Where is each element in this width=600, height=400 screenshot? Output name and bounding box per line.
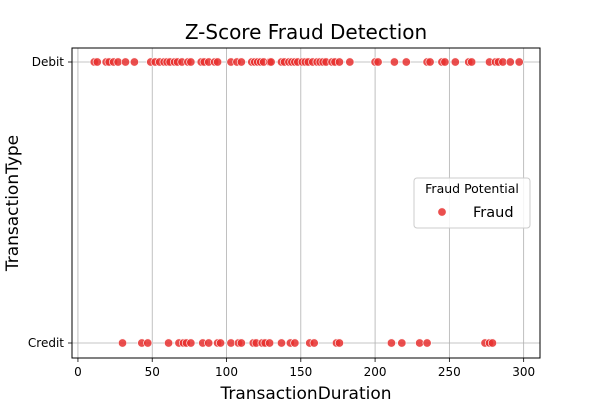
data-point: [440, 57, 450, 67]
data-point: [514, 57, 524, 67]
x-axis-title: TransactionDuration: [219, 384, 391, 400]
x-axis-ticks: 0 50 100 150 200 250 300: [74, 358, 535, 379]
x-tick-label: 0: [74, 365, 82, 379]
legend: Fraud Potential Fraud: [413, 177, 531, 229]
data-point: [467, 57, 477, 67]
data-point: [487, 338, 497, 348]
data-point: [186, 57, 196, 67]
data-point: [290, 338, 300, 348]
y-tick-label-debit: Debit: [32, 55, 65, 69]
data-point: [265, 338, 275, 348]
x-tick-label: 50: [145, 365, 160, 379]
data-point: [309, 338, 319, 348]
data-point: [276, 338, 286, 348]
x-tick-label: 150: [289, 365, 312, 379]
data-point: [236, 57, 246, 67]
data-point: [386, 338, 396, 348]
data-point: [345, 57, 355, 67]
data-point: [450, 57, 460, 67]
data-point: [401, 57, 411, 67]
data-point: [204, 338, 214, 348]
data-point: [389, 57, 399, 67]
y-axis-title: TransactionType: [3, 135, 23, 272]
legend-title: Fraud Potential: [425, 181, 519, 196]
data-point: [143, 338, 153, 348]
x-tick-label: 300: [512, 365, 535, 379]
data-point: [334, 338, 344, 348]
data-point: [266, 57, 276, 67]
chart-title: Z-Score Fraud Detection: [185, 20, 427, 44]
y-axis-ticks: Credit Debit: [28, 55, 72, 350]
data-point: [236, 338, 246, 348]
data-point: [216, 338, 226, 348]
data-point: [213, 57, 223, 67]
x-tick-label: 100: [215, 365, 238, 379]
legend-marker-fraud: [437, 207, 447, 217]
y-tick-label-credit: Credit: [28, 336, 64, 350]
x-tick-label: 250: [438, 365, 461, 379]
data-point: [120, 57, 130, 67]
data-point: [118, 338, 128, 348]
plot-frame: [71, 47, 541, 359]
data-point: [129, 57, 139, 67]
data-point: [186, 338, 196, 348]
data-point: [334, 57, 344, 67]
legend-label-fraud: Fraud: [473, 205, 514, 221]
data-point: [397, 338, 407, 348]
data-point: [422, 338, 432, 348]
x-tick-label: 200: [364, 365, 387, 379]
data-point: [373, 57, 383, 67]
data-point: [505, 57, 515, 67]
points-layer: [89, 57, 524, 348]
data-point: [92, 57, 102, 67]
data-point: [425, 57, 435, 67]
data-point: [164, 338, 174, 348]
